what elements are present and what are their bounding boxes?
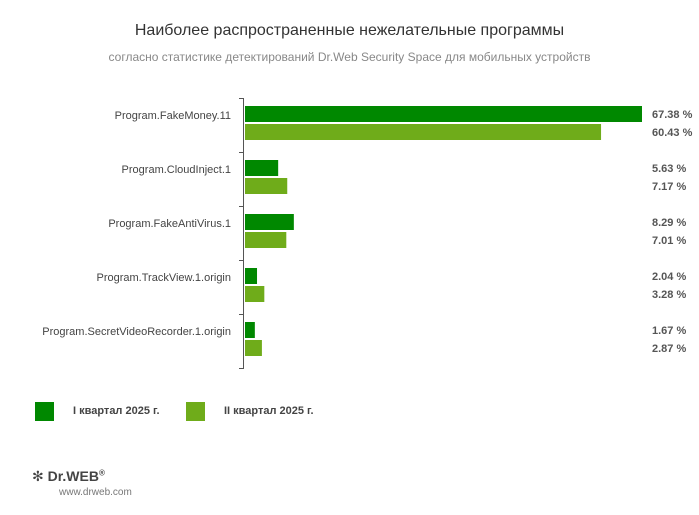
- data-label: 5.63 %: [652, 163, 686, 175]
- bar: [245, 106, 642, 122]
- bar: [245, 160, 279, 176]
- legend-swatch-q2: [186, 402, 205, 421]
- spider-icon: ✻: [32, 468, 44, 484]
- chart-subtitle: согласно статистике детектирований Dr.We…: [108, 50, 591, 64]
- data-label: 2.04 %: [652, 271, 686, 283]
- logo-text: Dr.WEB: [47, 468, 99, 484]
- category-label: Program.CloudInject.1: [122, 164, 231, 176]
- data-label: 67.38 %: [652, 109, 693, 121]
- legend-label-q2: II квартал 2025 г.: [224, 405, 314, 417]
- bar: [245, 124, 602, 140]
- bar: [245, 232, 287, 248]
- category-label: Program.FakeMoney.11: [115, 110, 231, 122]
- drweb-logo: ✻ Dr.WEB®: [32, 468, 105, 484]
- legend-swatch-q1: [35, 402, 54, 421]
- data-label: 8.29 %: [652, 217, 686, 229]
- data-label: 1.67 %: [652, 325, 686, 337]
- bar: [245, 268, 258, 284]
- bar: [245, 178, 288, 194]
- data-label: 60.43 %: [652, 127, 693, 139]
- category-label: Program.TrackView.1.origin: [97, 272, 232, 284]
- data-label: 2.87 %: [652, 343, 686, 355]
- legend-label-q1: I квартал 2025 г.: [73, 405, 160, 417]
- category-label: Program.FakeAntiVirus.1: [108, 218, 231, 230]
- data-label: 7.01 %: [652, 235, 686, 247]
- data-label: 7.17 %: [652, 181, 686, 193]
- bar-chart: Program.FakeMoney.11 67.38 % 60.43 % Progra…: [42, 98, 693, 369]
- bar: [245, 286, 265, 302]
- bar: [245, 340, 262, 356]
- bar: [245, 322, 255, 338]
- category-label: Program.SecretVideoRecorder.1.origin: [42, 326, 231, 338]
- bar: [245, 214, 294, 230]
- drweb-url[interactable]: www.drweb.com: [59, 487, 132, 498]
- data-label: 3.28 %: [652, 289, 686, 301]
- chart-title: Наиболее распространенные нежелательные …: [134, 22, 565, 39]
